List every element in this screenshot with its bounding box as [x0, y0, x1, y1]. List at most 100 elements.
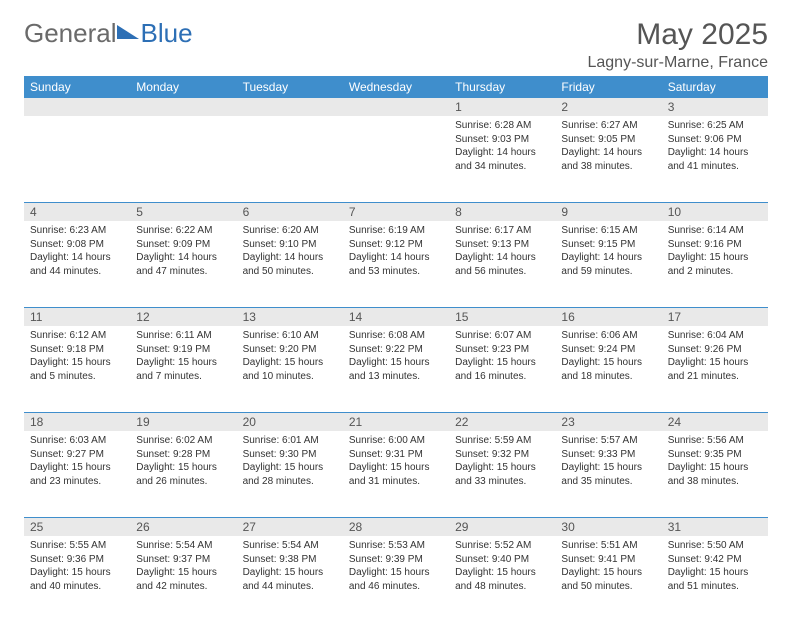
- day-cell: [237, 116, 343, 202]
- day-cell-body: Sunrise: 5:50 AMSunset: 9:42 PMDaylight:…: [662, 536, 768, 598]
- day-number: 22: [449, 413, 555, 431]
- week-row: Sunrise: 6:28 AMSunset: 9:03 PMDaylight:…: [24, 116, 768, 203]
- day-cell: Sunrise: 6:00 AMSunset: 9:31 PMDaylight:…: [343, 431, 449, 517]
- day-cell: Sunrise: 6:04 AMSunset: 9:26 PMDaylight:…: [662, 326, 768, 412]
- day-number: [237, 98, 343, 116]
- sunrise-text: Sunrise: 6:25 AM: [668, 119, 762, 133]
- day-cell: Sunrise: 5:51 AMSunset: 9:41 PMDaylight:…: [555, 536, 661, 622]
- day-cell-body: Sunrise: 6:15 AMSunset: 9:15 PMDaylight:…: [555, 221, 661, 283]
- sunset-text: Sunset: 9:27 PM: [30, 448, 124, 462]
- day-cell-body: Sunrise: 6:04 AMSunset: 9:26 PMDaylight:…: [662, 326, 768, 388]
- day-cell: Sunrise: 6:03 AMSunset: 9:27 PMDaylight:…: [24, 431, 130, 517]
- day-number: [343, 98, 449, 116]
- day-header-row: Sunday Monday Tuesday Wednesday Thursday…: [24, 76, 768, 98]
- sunset-text: Sunset: 9:09 PM: [136, 238, 230, 252]
- sunrise-text: Sunrise: 6:15 AM: [561, 224, 655, 238]
- day-cell: Sunrise: 6:20 AMSunset: 9:10 PMDaylight:…: [237, 221, 343, 307]
- daylight-text: Daylight: 15 hours and 31 minutes.: [349, 461, 443, 488]
- day-cell: Sunrise: 6:25 AMSunset: 9:06 PMDaylight:…: [662, 116, 768, 202]
- sunrise-text: Sunrise: 6:20 AM: [243, 224, 337, 238]
- sunset-text: Sunset: 9:26 PM: [668, 343, 762, 357]
- day-number: 8: [449, 203, 555, 221]
- day-header: Saturday: [662, 76, 768, 98]
- day-header: Monday: [130, 76, 236, 98]
- sunset-text: Sunset: 9:28 PM: [136, 448, 230, 462]
- sunset-text: Sunset: 9:36 PM: [30, 553, 124, 567]
- day-cell-body: Sunrise: 6:01 AMSunset: 9:30 PMDaylight:…: [237, 431, 343, 493]
- day-cell-body: Sunrise: 6:07 AMSunset: 9:23 PMDaylight:…: [449, 326, 555, 388]
- logo: General Blue: [24, 18, 193, 49]
- sunset-text: Sunset: 9:15 PM: [561, 238, 655, 252]
- sunrise-text: Sunrise: 6:00 AM: [349, 434, 443, 448]
- sunrise-text: Sunrise: 6:08 AM: [349, 329, 443, 343]
- day-cell-body: [130, 116, 236, 124]
- day-cell-body: Sunrise: 6:22 AMSunset: 9:09 PMDaylight:…: [130, 221, 236, 283]
- day-number: 2: [555, 98, 661, 116]
- sunrise-text: Sunrise: 6:19 AM: [349, 224, 443, 238]
- day-cell-body: [343, 116, 449, 124]
- day-number: 17: [662, 308, 768, 326]
- logo-text-blue: Blue: [141, 18, 193, 49]
- day-cell: Sunrise: 5:59 AMSunset: 9:32 PMDaylight:…: [449, 431, 555, 517]
- sunset-text: Sunset: 9:18 PM: [30, 343, 124, 357]
- calendar-page: General Blue May 2025 Lagny-sur-Marne, F…: [0, 0, 792, 634]
- daylight-text: Daylight: 15 hours and 13 minutes.: [349, 356, 443, 383]
- sunrise-text: Sunrise: 6:01 AM: [243, 434, 337, 448]
- day-number: 15: [449, 308, 555, 326]
- day-number: 23: [555, 413, 661, 431]
- daylight-text: Daylight: 15 hours and 7 minutes.: [136, 356, 230, 383]
- day-number: 4: [24, 203, 130, 221]
- day-cell-body: Sunrise: 6:23 AMSunset: 9:08 PMDaylight:…: [24, 221, 130, 283]
- sunset-text: Sunset: 9:42 PM: [668, 553, 762, 567]
- sunset-text: Sunset: 9:16 PM: [668, 238, 762, 252]
- day-cell: Sunrise: 6:15 AMSunset: 9:15 PMDaylight:…: [555, 221, 661, 307]
- sunset-text: Sunset: 9:06 PM: [668, 133, 762, 147]
- sunrise-text: Sunrise: 6:07 AM: [455, 329, 549, 343]
- sunrise-text: Sunrise: 5:50 AM: [668, 539, 762, 553]
- day-cell: Sunrise: 6:27 AMSunset: 9:05 PMDaylight:…: [555, 116, 661, 202]
- day-cell-body: Sunrise: 6:08 AMSunset: 9:22 PMDaylight:…: [343, 326, 449, 388]
- day-cell: Sunrise: 6:01 AMSunset: 9:30 PMDaylight:…: [237, 431, 343, 517]
- daylight-text: Daylight: 15 hours and 5 minutes.: [30, 356, 124, 383]
- day-cell-body: Sunrise: 5:59 AMSunset: 9:32 PMDaylight:…: [449, 431, 555, 493]
- sunset-text: Sunset: 9:35 PM: [668, 448, 762, 462]
- day-cell: [343, 116, 449, 202]
- day-cell-body: Sunrise: 6:11 AMSunset: 9:19 PMDaylight:…: [130, 326, 236, 388]
- calendar-grid: 123Sunrise: 6:28 AMSunset: 9:03 PMDaylig…: [24, 98, 768, 622]
- sunrise-text: Sunrise: 6:02 AM: [136, 434, 230, 448]
- day-cell-body: Sunrise: 5:57 AMSunset: 9:33 PMDaylight:…: [555, 431, 661, 493]
- sunrise-text: Sunrise: 6:03 AM: [30, 434, 124, 448]
- logo-text-general: General: [24, 18, 117, 49]
- day-cell-body: Sunrise: 6:27 AMSunset: 9:05 PMDaylight:…: [555, 116, 661, 178]
- day-number-row: 11121314151617: [24, 308, 768, 326]
- day-header: Sunday: [24, 76, 130, 98]
- day-number: 6: [237, 203, 343, 221]
- sunrise-text: Sunrise: 5:54 AM: [243, 539, 337, 553]
- day-number: [24, 98, 130, 116]
- sunrise-text: Sunrise: 5:59 AM: [455, 434, 549, 448]
- day-number-row: 45678910: [24, 203, 768, 221]
- daylight-text: Daylight: 14 hours and 56 minutes.: [455, 251, 549, 278]
- day-number: 12: [130, 308, 236, 326]
- day-number-row: 123: [24, 98, 768, 116]
- sunset-text: Sunset: 9:08 PM: [30, 238, 124, 252]
- day-number: [130, 98, 236, 116]
- day-cell-body: Sunrise: 6:20 AMSunset: 9:10 PMDaylight:…: [237, 221, 343, 283]
- day-cell-body: Sunrise: 6:03 AMSunset: 9:27 PMDaylight:…: [24, 431, 130, 493]
- sunset-text: Sunset: 9:39 PM: [349, 553, 443, 567]
- daylight-text: Daylight: 14 hours and 53 minutes.: [349, 251, 443, 278]
- day-number-row: 25262728293031: [24, 518, 768, 536]
- day-cell: [130, 116, 236, 202]
- sunrise-text: Sunrise: 6:17 AM: [455, 224, 549, 238]
- day-number: 13: [237, 308, 343, 326]
- day-number: 10: [662, 203, 768, 221]
- day-cell-body: Sunrise: 5:52 AMSunset: 9:40 PMDaylight:…: [449, 536, 555, 598]
- sunrise-text: Sunrise: 5:53 AM: [349, 539, 443, 553]
- day-number-row: 18192021222324: [24, 413, 768, 431]
- day-number: 29: [449, 518, 555, 536]
- sunrise-text: Sunrise: 5:54 AM: [136, 539, 230, 553]
- sunset-text: Sunset: 9:20 PM: [243, 343, 337, 357]
- sunrise-text: Sunrise: 6:27 AM: [561, 119, 655, 133]
- month-title: May 2025: [587, 18, 768, 52]
- day-cell: Sunrise: 6:22 AMSunset: 9:09 PMDaylight:…: [130, 221, 236, 307]
